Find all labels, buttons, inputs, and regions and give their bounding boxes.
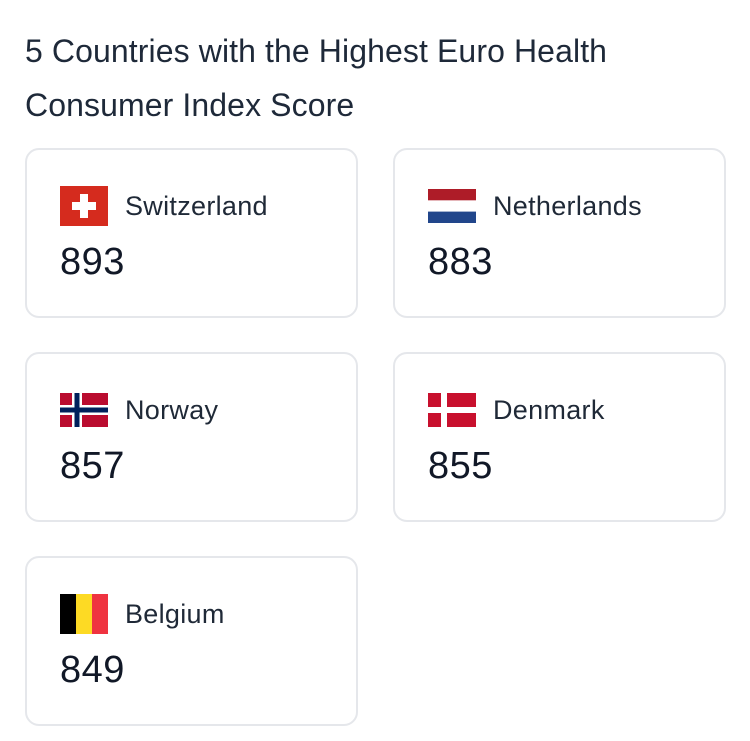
country-name: Netherlands xyxy=(493,191,642,221)
country-card-switzerland: Switzerland 893 xyxy=(25,148,358,318)
switzerland-flag-icon xyxy=(60,186,108,226)
country-card-netherlands: Netherlands 883 xyxy=(393,148,726,318)
country-card-norway: Norway 857 xyxy=(25,352,358,522)
page-title: 5 Countries with the Highest Euro Health… xyxy=(25,33,608,123)
country-name: Norway xyxy=(125,395,219,425)
country-card-belgium: Belgium 849 xyxy=(25,556,358,726)
country-name: Denmark xyxy=(493,395,605,425)
card-header: Belgium xyxy=(60,594,225,634)
country-score: 857 xyxy=(60,445,125,487)
card-header: Denmark xyxy=(428,390,605,430)
card-header: Norway xyxy=(60,390,218,430)
norway-flag-icon xyxy=(60,393,108,427)
country-score: 893 xyxy=(60,241,125,283)
country-score: 855 xyxy=(428,445,493,487)
country-card-denmark: Denmark 855 xyxy=(393,352,726,522)
denmark-flag-icon xyxy=(428,393,476,427)
country-score: 883 xyxy=(428,241,493,283)
card-header: Netherlands xyxy=(428,186,642,226)
country-score: 849 xyxy=(60,649,125,691)
country-card-grid: Switzerland 893 Netherlands 883 xyxy=(25,148,726,726)
card-header: Switzerland xyxy=(60,186,268,226)
netherlands-flag-icon xyxy=(428,189,476,223)
belgium-flag-icon xyxy=(60,594,108,634)
country-name: Belgium xyxy=(125,599,225,629)
country-name: Switzerland xyxy=(125,191,268,221)
